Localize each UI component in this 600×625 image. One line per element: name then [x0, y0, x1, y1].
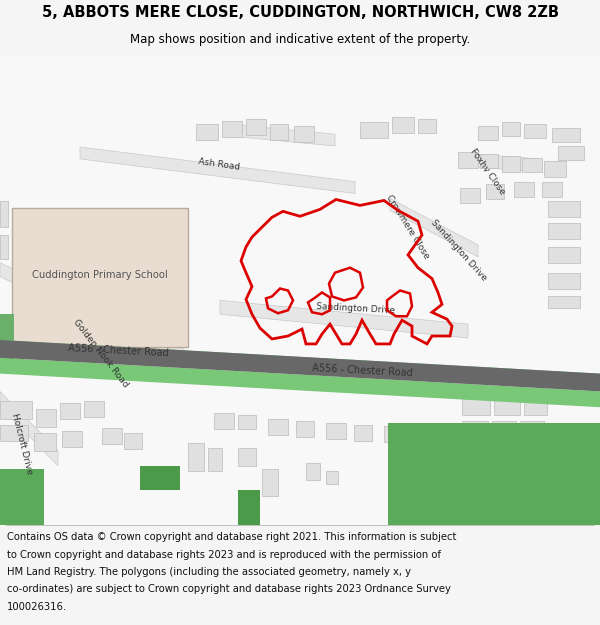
Polygon shape: [0, 314, 14, 369]
Bar: [490, 443, 514, 459]
Bar: [294, 126, 314, 142]
Bar: [262, 469, 278, 496]
Text: Foxhv Close: Foxhv Close: [469, 148, 506, 197]
Text: Ash Road: Ash Road: [197, 158, 240, 172]
Bar: [486, 184, 504, 199]
Bar: [354, 425, 372, 441]
Bar: [548, 201, 580, 217]
Polygon shape: [0, 340, 600, 389]
Bar: [462, 443, 488, 459]
Text: Map shows position and indicative extent of the property.: Map shows position and indicative extent…: [130, 33, 470, 46]
Bar: [522, 158, 542, 172]
Bar: [552, 128, 580, 142]
Bar: [494, 399, 520, 415]
Bar: [524, 399, 547, 415]
Text: Contains OS data © Crown copyright and database right 2021. This information is : Contains OS data © Crown copyright and d…: [7, 532, 457, 542]
Bar: [34, 433, 56, 451]
Bar: [270, 124, 288, 140]
Text: 100026316.: 100026316.: [7, 602, 67, 612]
Bar: [0, 235, 8, 259]
Text: to Crown copyright and database rights 2023 and is reproduced with the permissio: to Crown copyright and database rights 2…: [7, 549, 441, 559]
Bar: [384, 426, 404, 442]
Bar: [102, 428, 122, 444]
Bar: [492, 421, 516, 437]
Bar: [326, 423, 346, 439]
Polygon shape: [0, 469, 44, 525]
Polygon shape: [80, 147, 355, 194]
Bar: [188, 443, 204, 471]
Polygon shape: [0, 340, 600, 391]
Bar: [62, 431, 82, 447]
Polygon shape: [0, 357, 600, 408]
Bar: [548, 223, 580, 239]
Bar: [36, 409, 56, 427]
Bar: [418, 119, 436, 133]
Bar: [60, 403, 80, 419]
Bar: [412, 427, 432, 443]
Text: HM Land Registry. The polygons (including the associated geometry, namely x, y: HM Land Registry. The polygons (includin…: [7, 567, 411, 577]
Bar: [548, 296, 580, 308]
Bar: [0, 425, 28, 441]
Polygon shape: [470, 154, 540, 172]
Bar: [360, 122, 388, 138]
Bar: [246, 119, 266, 135]
Polygon shape: [140, 466, 180, 491]
Polygon shape: [230, 124, 335, 146]
Text: 5, ABBOTS MERE CLOSE, CUDDINGTON, NORTHWICH, CW8 2ZB: 5, ABBOTS MERE CLOSE, CUDDINGTON, NORTHW…: [41, 4, 559, 19]
Text: Crowmere Close: Crowmere Close: [384, 193, 431, 261]
Bar: [196, 124, 218, 140]
Bar: [124, 433, 142, 449]
Bar: [84, 401, 104, 417]
Bar: [326, 471, 338, 484]
Bar: [458, 152, 478, 168]
Bar: [548, 272, 580, 289]
Bar: [544, 161, 566, 177]
Text: A556 - Chester Road: A556 - Chester Road: [312, 362, 413, 378]
Text: Golden Nook Road: Golden Nook Road: [71, 318, 130, 389]
Bar: [0, 201, 8, 227]
Bar: [214, 413, 234, 429]
Text: Sandington Drive: Sandington Drive: [316, 302, 395, 315]
Polygon shape: [390, 199, 478, 257]
Bar: [268, 419, 288, 435]
Bar: [462, 421, 488, 437]
Bar: [548, 247, 580, 262]
Polygon shape: [220, 301, 468, 338]
Polygon shape: [0, 391, 58, 466]
Bar: [238, 415, 256, 429]
Bar: [480, 154, 498, 168]
Bar: [542, 182, 562, 198]
Text: Cuddington Primary School: Cuddington Primary School: [32, 269, 168, 279]
Bar: [238, 448, 256, 466]
Bar: [524, 124, 546, 138]
Polygon shape: [388, 423, 600, 525]
Text: Holcroft Drive: Holcroft Drive: [10, 412, 34, 475]
Polygon shape: [12, 208, 188, 347]
Bar: [460, 188, 480, 203]
Bar: [392, 118, 414, 133]
Text: co-ordinates) are subject to Crown copyright and database rights 2023 Ordnance S: co-ordinates) are subject to Crown copyr…: [7, 584, 451, 594]
Bar: [520, 421, 544, 437]
Bar: [462, 399, 490, 415]
Bar: [514, 182, 534, 198]
Polygon shape: [0, 262, 185, 364]
Bar: [558, 146, 584, 160]
Text: Sandington Drive: Sandington Drive: [428, 218, 488, 283]
Polygon shape: [238, 491, 260, 528]
Text: A556 - Chester Road: A556 - Chester Road: [68, 343, 169, 358]
Bar: [478, 126, 498, 140]
Bar: [502, 122, 520, 136]
Bar: [0, 401, 32, 419]
Bar: [296, 421, 314, 437]
Bar: [306, 462, 320, 481]
Bar: [222, 121, 242, 137]
Bar: [502, 156, 520, 172]
Bar: [208, 448, 222, 471]
